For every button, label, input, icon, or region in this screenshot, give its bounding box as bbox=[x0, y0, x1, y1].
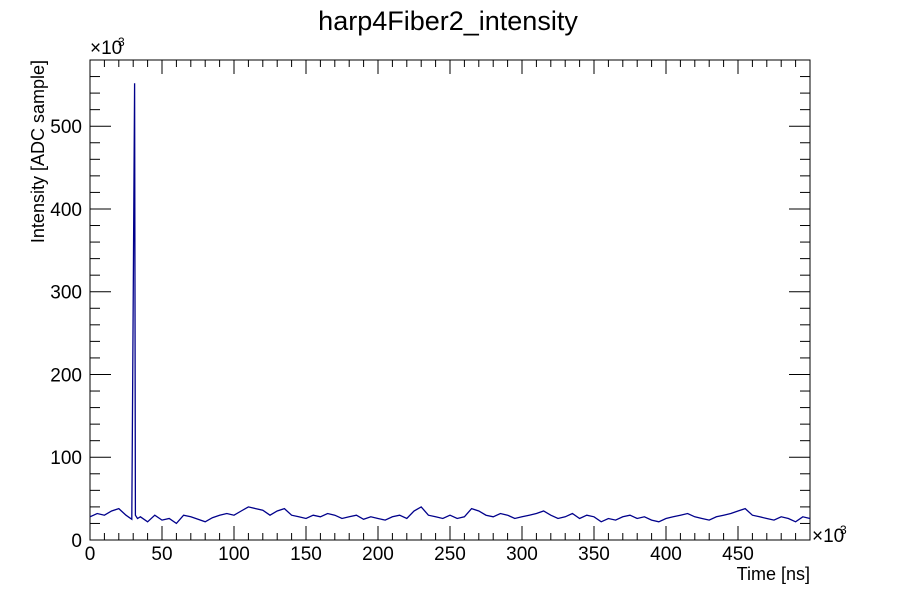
chart-title: harp4Fiber2_intensity bbox=[318, 6, 578, 36]
x-tick-label: 50 bbox=[151, 544, 172, 565]
y-multiplier-exponent: 3 bbox=[118, 35, 125, 49]
y-tick-labels: 0 100 200 300 400 500 bbox=[50, 117, 82, 552]
x-axis-label: Time [ns] bbox=[737, 564, 810, 584]
y-multiplier: ×10 3 bbox=[90, 35, 125, 59]
x-tick-label: 400 bbox=[650, 544, 682, 565]
x-tick-labels: 0 50 100 150 200 250 300 350 400 450 bbox=[85, 544, 754, 565]
x-tick-label: 350 bbox=[578, 544, 610, 565]
y-tick-label: 0 bbox=[71, 531, 82, 552]
x-tick-label: 300 bbox=[506, 544, 538, 565]
axis-ticks bbox=[89, 59, 811, 541]
x-tick-label: 200 bbox=[362, 544, 394, 565]
x-tick-label: 100 bbox=[218, 544, 250, 565]
y-axis-label: Intensity [ADC sample] bbox=[28, 60, 48, 243]
y-tick-label: 400 bbox=[50, 200, 82, 221]
plot-frame bbox=[89, 59, 811, 541]
x-multiplier: ×10 3 bbox=[812, 523, 847, 547]
x-tick-label: 450 bbox=[722, 544, 754, 565]
y-tick-label: 500 bbox=[50, 117, 82, 138]
x-tick-label: 250 bbox=[434, 544, 466, 565]
y-tick-label: 300 bbox=[50, 283, 82, 304]
x-multiplier-base: ×10 bbox=[812, 526, 844, 547]
y-multiplier-base: ×10 bbox=[90, 38, 122, 59]
series-line bbox=[89, 83, 811, 525]
x-multiplier-exponent: 3 bbox=[840, 523, 847, 537]
x-tick-label: 150 bbox=[290, 544, 322, 565]
y-tick-label: 200 bbox=[50, 365, 82, 386]
y-tick-label: 100 bbox=[50, 448, 82, 469]
x-tick-label: 0 bbox=[85, 544, 96, 565]
